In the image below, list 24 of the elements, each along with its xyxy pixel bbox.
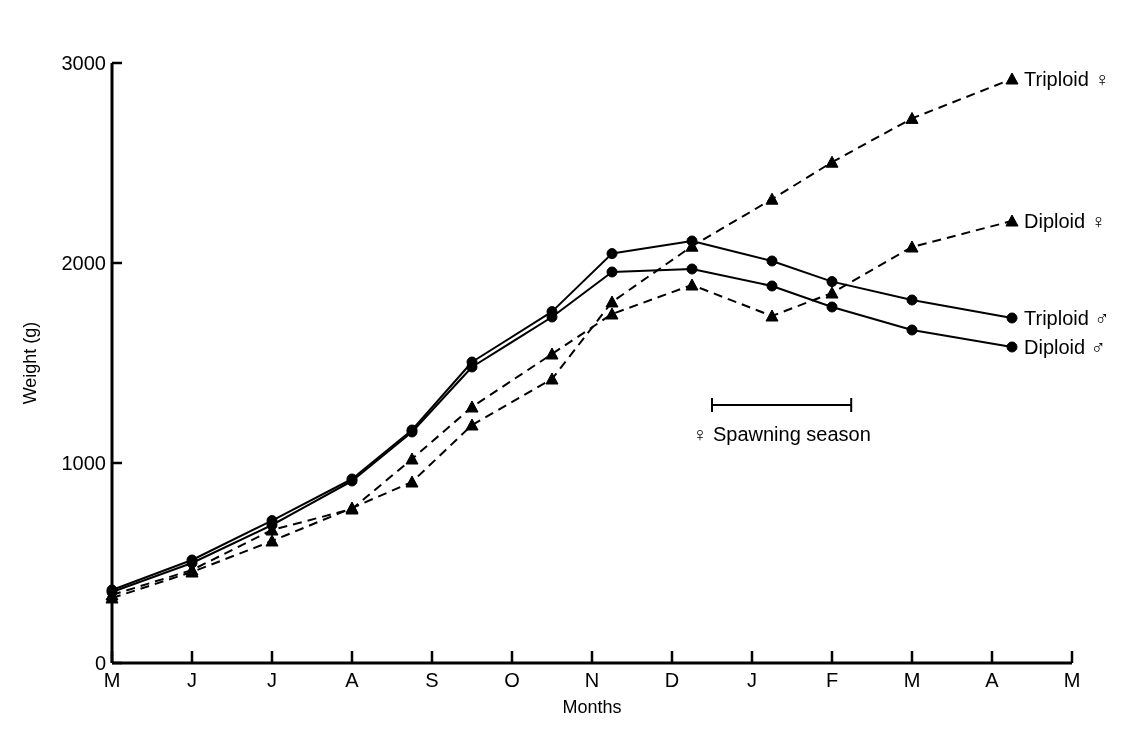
x-tick-label: M [903, 669, 921, 691]
series-label: Diploid ♀ [1024, 210, 1106, 232]
x-tick-label: F [825, 669, 839, 691]
y-tick-label: 2000 [61, 252, 106, 274]
x-tick-label: S [425, 669, 439, 691]
series-label: Triploid ♂ [1024, 307, 1110, 329]
x-tick-label: A [985, 669, 1000, 691]
x-tick-label: D [664, 669, 680, 691]
y-axis-title: Weight (g) [20, 321, 40, 405]
series-label: Diploid ♂ [1024, 336, 1106, 358]
y-tick-label: 1000 [61, 452, 106, 474]
y-tick-label: 0 [94, 652, 106, 674]
x-tick-label: M [103, 669, 121, 691]
annotation: ♀ Spawning season [692, 423, 871, 445]
y-tick-label: 3000 [61, 52, 106, 74]
x-tick-label: J [187, 669, 197, 691]
x-tick-label: O [504, 669, 520, 691]
x-tick-label: J [747, 669, 757, 691]
x-tick-label: J [267, 669, 277, 691]
x-tick-label: A [345, 669, 360, 691]
x-tick-label: N [584, 669, 600, 691]
x-axis-title: Months [562, 697, 622, 717]
series-label: Triploid ♀ [1024, 68, 1110, 90]
x-tick-label: M [1063, 669, 1081, 691]
